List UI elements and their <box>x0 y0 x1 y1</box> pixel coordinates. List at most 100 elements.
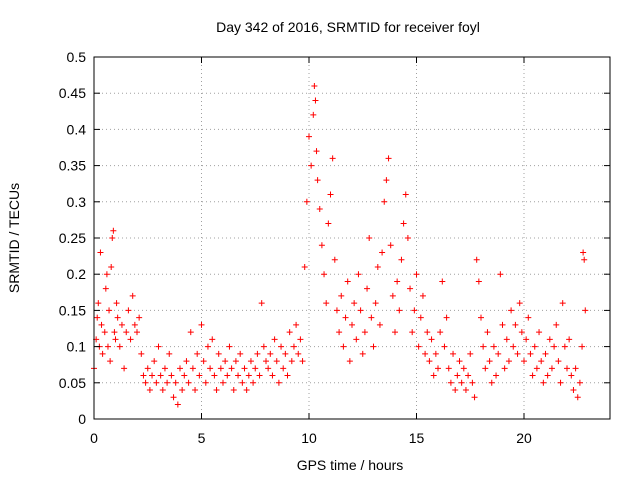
data-point <box>181 372 188 379</box>
data-point <box>512 321 519 328</box>
data-point <box>297 336 304 343</box>
data-point <box>271 336 278 343</box>
data-point <box>222 358 229 365</box>
data-point <box>159 387 166 394</box>
data-point <box>561 343 568 350</box>
data-point <box>331 256 338 263</box>
data-point <box>110 227 117 234</box>
data-point <box>245 372 252 379</box>
data-point <box>499 321 506 328</box>
data-points <box>91 82 589 408</box>
data-point <box>508 307 515 314</box>
data-point <box>168 372 175 379</box>
data-point <box>109 235 116 241</box>
data-point <box>102 285 109 292</box>
data-point <box>299 358 306 365</box>
data-point <box>518 329 525 336</box>
data-point <box>493 372 500 379</box>
data-point <box>280 365 287 372</box>
data-point <box>370 343 377 350</box>
data-point <box>202 379 209 386</box>
data-point <box>192 387 199 394</box>
data-point <box>267 350 274 357</box>
data-point <box>548 365 555 372</box>
data-point <box>209 336 216 343</box>
data-point <box>484 329 491 336</box>
data-point <box>198 321 205 328</box>
data-point <box>189 365 196 372</box>
data-point <box>118 321 125 328</box>
y-tick-label: 0.1 <box>67 339 87 355</box>
data-point <box>211 372 218 379</box>
data-point <box>316 206 323 213</box>
data-point <box>312 97 319 104</box>
data-point <box>94 314 101 321</box>
data-point <box>430 372 437 379</box>
data-point <box>340 343 347 350</box>
data-point <box>462 387 469 394</box>
data-point <box>488 379 495 386</box>
data-point <box>220 379 226 386</box>
data-point <box>232 358 239 365</box>
data-point <box>112 336 119 343</box>
data-point <box>164 379 171 386</box>
data-point <box>482 365 489 372</box>
data-point <box>144 365 151 372</box>
data-point <box>97 249 104 256</box>
data-point <box>308 162 315 169</box>
data-point <box>415 343 422 350</box>
data-point <box>559 300 566 307</box>
data-point <box>486 358 493 365</box>
data-point <box>531 343 538 350</box>
data-point <box>215 350 222 357</box>
data-point <box>376 321 383 328</box>
data-point <box>194 350 201 357</box>
data-point <box>419 292 426 299</box>
y-tick-label: 0.25 <box>59 230 86 246</box>
data-point <box>368 314 375 321</box>
data-point <box>544 372 551 379</box>
data-point <box>417 314 424 321</box>
x-tick-label: 10 <box>301 430 317 446</box>
data-point <box>445 365 452 372</box>
data-point <box>555 358 562 365</box>
data-point <box>327 191 334 198</box>
data-point <box>321 271 328 278</box>
data-point <box>372 300 379 307</box>
data-point <box>542 350 549 357</box>
y-tick-label: 0.05 <box>59 375 86 391</box>
data-point <box>557 379 564 386</box>
data-point <box>374 263 381 270</box>
data-point <box>129 292 136 299</box>
data-point <box>435 365 441 372</box>
data-point <box>187 329 194 336</box>
data-point <box>480 343 487 350</box>
data-point <box>269 372 276 379</box>
y-tick-label: 0.35 <box>59 158 86 174</box>
data-point <box>250 379 257 386</box>
data-point <box>510 343 517 350</box>
data-point <box>467 350 474 357</box>
data-point <box>325 220 332 227</box>
data-point <box>98 321 105 328</box>
data-point <box>351 300 358 307</box>
data-point <box>501 365 508 372</box>
data-point <box>172 379 179 386</box>
data-point <box>564 365 570 372</box>
data-point <box>572 365 579 372</box>
data-point <box>104 343 111 350</box>
data-point <box>290 343 297 350</box>
data-point <box>107 358 114 365</box>
data-point <box>286 329 293 336</box>
data-point <box>580 249 587 256</box>
data-point <box>381 198 388 205</box>
data-point <box>456 358 463 365</box>
data-point <box>460 365 467 372</box>
data-point <box>364 285 371 292</box>
data-point <box>357 307 364 314</box>
data-point <box>241 365 248 372</box>
data-point <box>108 263 115 270</box>
y-tick-label: 0.2 <box>67 266 87 282</box>
data-point <box>301 263 308 270</box>
data-point <box>521 358 527 365</box>
